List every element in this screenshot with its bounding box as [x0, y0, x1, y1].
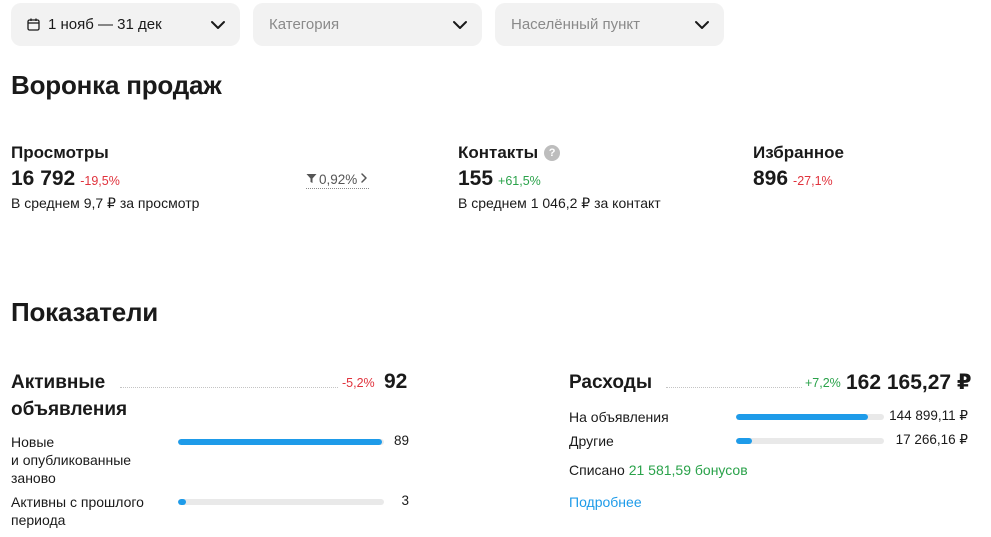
progress-bar — [178, 439, 384, 445]
category-placeholder: Категория — [269, 16, 340, 33]
dotted-leader — [120, 387, 338, 388]
location-placeholder: Населённый пункт — [511, 16, 641, 33]
label-line: и опубликованные — [11, 452, 132, 468]
progress-bar — [736, 414, 884, 420]
progress-fill — [178, 499, 187, 505]
views-delta: -19,5% — [80, 174, 120, 188]
expense-row-label: На объявления — [569, 409, 669, 425]
progress-bar — [736, 438, 884, 444]
written-off-text: Списано 21 581,59 бонусов — [569, 462, 748, 478]
row-value: 17 266,16 ₽ — [895, 432, 968, 447]
active-row-label: Новые и опубликованные заново — [11, 433, 131, 487]
written-off-bonus: 21 581,59 бонусов — [628, 462, 748, 478]
favorites-value: 896 — [753, 167, 789, 190]
filter-bar: 1 нояб — 31 дек Категория Населённый пун… — [11, 3, 724, 46]
favorites-kpi: Избранное 896 -27,1% — [753, 143, 844, 191]
active-title-line: объявления — [11, 399, 128, 420]
more-link[interactable]: Подробнее — [569, 494, 642, 510]
active-listings-title: Активные объявления — [11, 369, 127, 423]
contacts-sub: В среднем 1 046,2 ₽ за контакт — [458, 195, 661, 211]
expenses-value: 162 165,27 ₽ — [846, 371, 972, 394]
help-icon[interactable]: ? — [544, 145, 561, 161]
date-range-select[interactable]: 1 нояб — 31 дек — [11, 3, 240, 46]
category-select[interactable]: Категория — [253, 3, 482, 46]
expense-row-label: Другие — [569, 433, 614, 449]
contacts-label: Контакты — [458, 143, 539, 162]
favorites-delta: -27,1% — [793, 174, 833, 188]
date-range-value: 1 нояб — 31 дек — [48, 16, 162, 33]
conversion-link[interactable]: 0,92% — [306, 172, 370, 189]
dotted-leader — [666, 387, 802, 388]
active-title-line: Активные — [11, 372, 106, 393]
written-off-prefix: Списано — [569, 462, 625, 478]
expenses-delta: +7,2% — [805, 376, 841, 390]
active-row-label: Активны с прошлого периода — [11, 493, 144, 529]
progress-fill — [736, 414, 868, 420]
filter-icon — [306, 172, 317, 187]
chevron-down-icon — [210, 20, 226, 30]
progress-fill — [736, 438, 753, 444]
contacts-kpi: Контакты ? 155 +61,5% В среднем 1 046,2 … — [458, 143, 661, 212]
label-line: Новые — [11, 434, 55, 450]
active-value: 92 — [384, 370, 408, 393]
label-line: Активны с прошлого — [11, 494, 144, 510]
label-line: периода — [11, 512, 66, 528]
contacts-value: 155 — [458, 167, 494, 190]
views-sub: В среднем 9,7 ₽ за просмотр — [11, 195, 200, 211]
label-line: заново — [11, 470, 56, 486]
chevron-down-icon — [452, 20, 468, 30]
active-delta: -5,2% — [342, 376, 375, 390]
contacts-delta: +61,5% — [498, 174, 541, 188]
views-value: 16 792 — [11, 167, 76, 190]
row-value: 144 899,11 ₽ — [889, 408, 968, 423]
chevron-down-icon — [694, 20, 710, 30]
progress-fill — [178, 439, 382, 445]
favorites-label: Избранное — [753, 143, 844, 162]
location-select[interactable]: Населённый пункт — [495, 3, 724, 46]
progress-bar — [178, 499, 384, 505]
views-label: Просмотры — [11, 143, 109, 162]
views-kpi: Просмотры 16 792 -19,5% В среднем 9,7 ₽ … — [11, 143, 199, 212]
chevron-right-icon — [359, 172, 369, 187]
conversion-value: 0,92% — [319, 172, 358, 187]
row-value: 89 — [393, 433, 409, 448]
row-value: 3 — [401, 493, 409, 508]
metrics-title: Показатели — [11, 297, 159, 327]
expenses-title: Расходы — [569, 372, 653, 393]
funnel-title: Воронка продаж — [11, 70, 222, 100]
calendar-icon — [27, 18, 40, 31]
